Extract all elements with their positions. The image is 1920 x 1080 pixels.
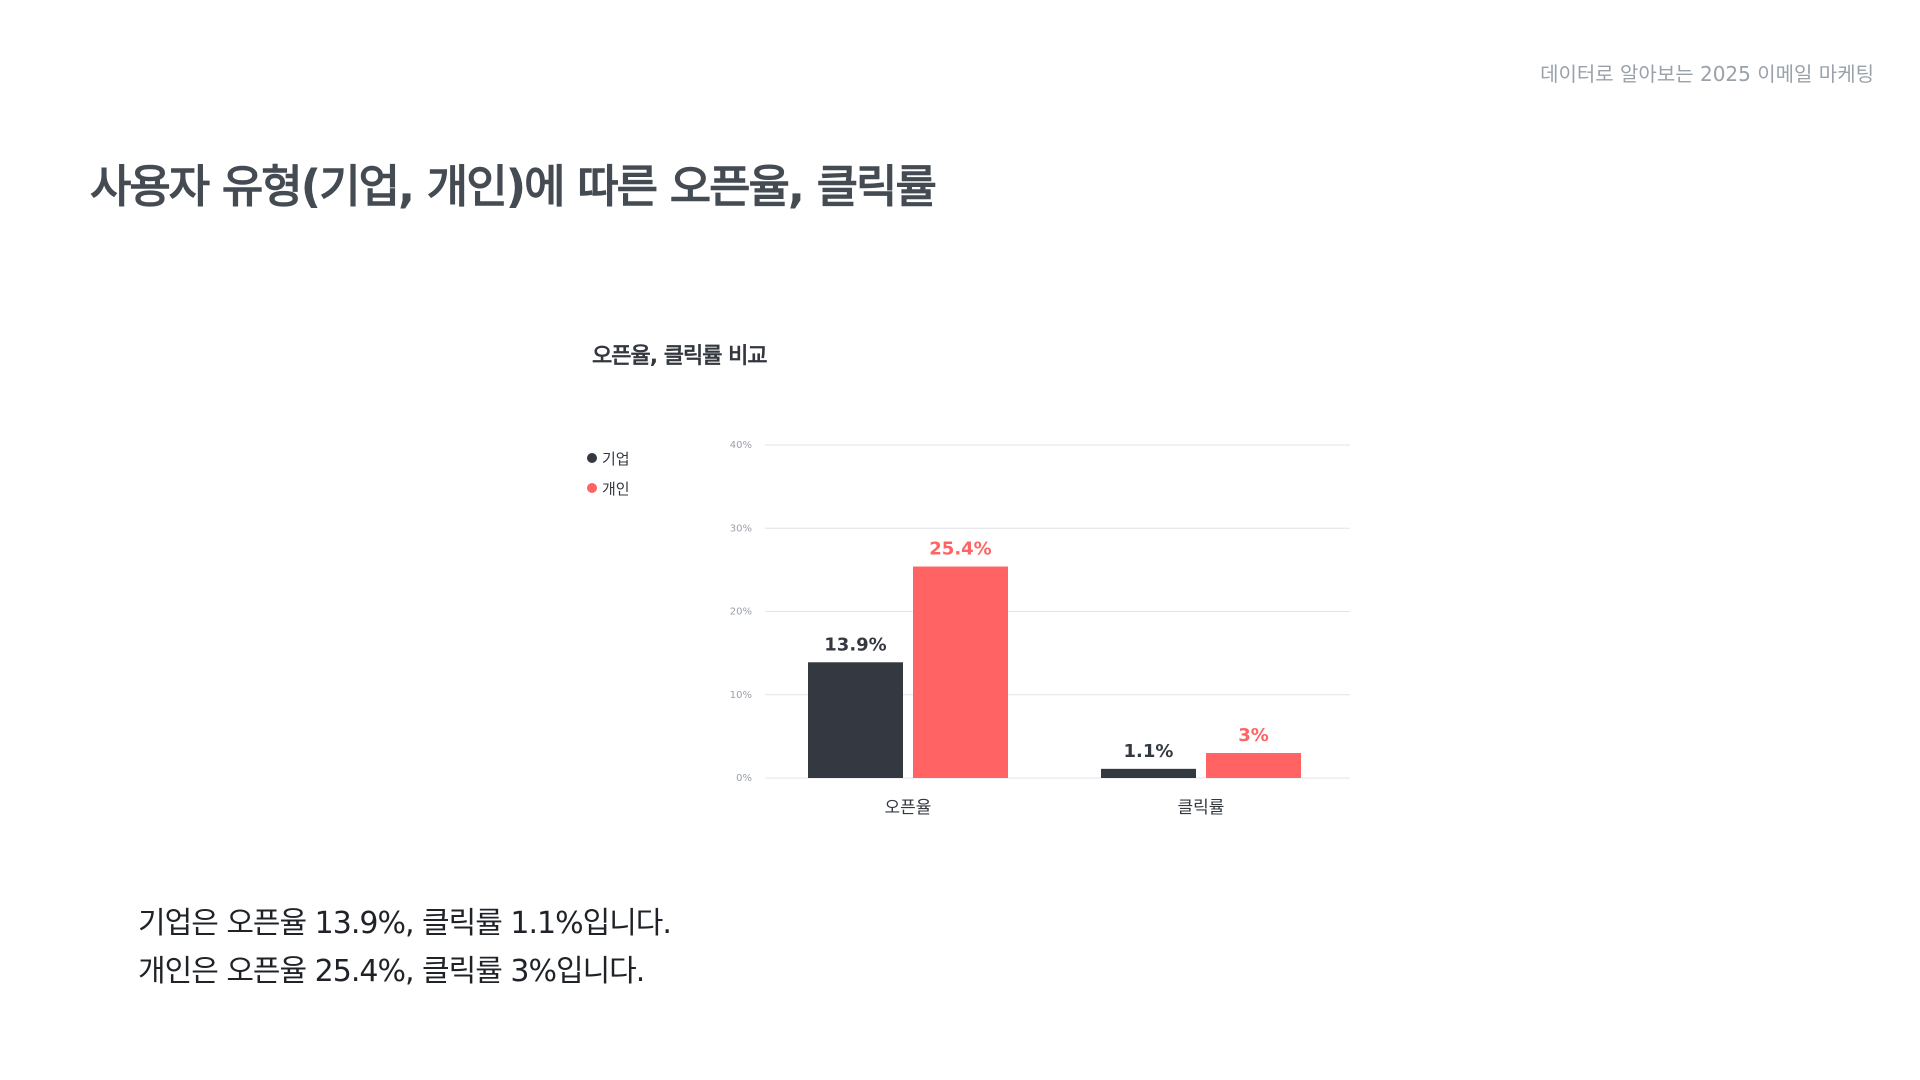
summary-text: 기업은 오픈율 13.9%, 클릭률 1.1%입니다. 개인은 오픈율 25.4… bbox=[138, 900, 672, 996]
legend-label-personal: 개인 bbox=[602, 479, 630, 498]
legend-dot-corporate bbox=[587, 453, 597, 463]
legend-dot-personal bbox=[587, 483, 597, 493]
bar-corporate bbox=[1101, 768, 1196, 778]
y-tick-label: 20% bbox=[730, 607, 752, 618]
legend-item-personal: 개인 bbox=[587, 473, 630, 503]
chart-title: 오픈율, 클릭률 비교 bbox=[592, 344, 768, 369]
page-title: 사용자 유형(기업, 개인)에 따른 오픈율, 클릭률 bbox=[90, 160, 937, 213]
legend-label-corporate: 기업 bbox=[602, 449, 630, 468]
document-header: 데이터로 알아보는 2025 이메일 마케팅 bbox=[1540, 62, 1874, 86]
y-tick-label: 10% bbox=[730, 690, 752, 701]
bar-corporate bbox=[808, 662, 903, 778]
summary-line-personal: 개인은 오픈율 25.4%, 클릭률 3%입니다. bbox=[138, 954, 645, 989]
data-label-personal: 25.4% bbox=[929, 539, 991, 560]
data-label-personal: 3% bbox=[1238, 725, 1269, 746]
y-tick-label: 0% bbox=[736, 773, 752, 784]
chart-legend: 기업 개인 bbox=[587, 443, 630, 503]
x-category-label: 오픈율 bbox=[885, 798, 932, 818]
bar-personal bbox=[913, 566, 1008, 778]
summary-line-corporate: 기업은 오픈율 13.9%, 클릭률 1.1%입니다. bbox=[138, 906, 672, 941]
legend-item-corporate: 기업 bbox=[587, 443, 630, 473]
y-tick-label: 30% bbox=[730, 523, 752, 534]
data-label-corporate: 1.1% bbox=[1124, 741, 1174, 762]
x-category-label: 클릭률 bbox=[1178, 798, 1225, 818]
y-tick-label: 40% bbox=[730, 440, 752, 451]
data-label-corporate: 13.9% bbox=[824, 634, 886, 655]
bar-personal bbox=[1206, 753, 1301, 778]
